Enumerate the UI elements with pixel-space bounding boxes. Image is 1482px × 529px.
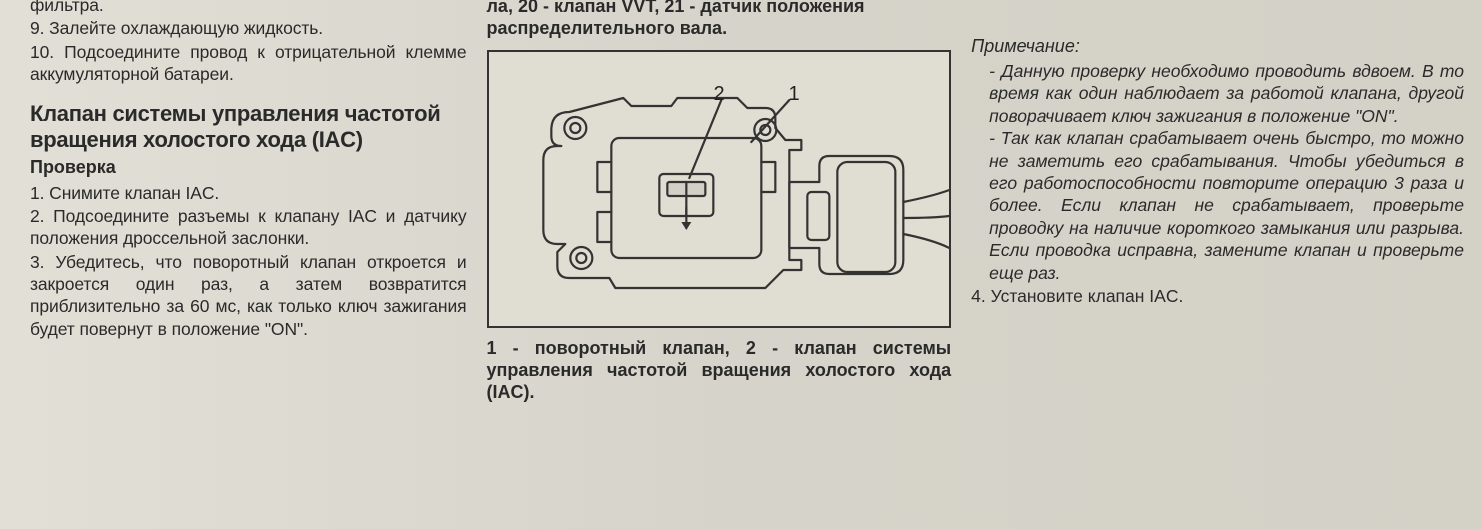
step-10: 10. Подсоедините провод к отрицательной … [30, 41, 467, 86]
check-step-2: 2. Подсоедините разъемы к клапану IAC и … [30, 205, 467, 250]
step-9: 9. Залейте охлаждающую жидкость. [30, 17, 467, 39]
check-step-3: 3. Убедитесь, что поворотный клапан откр… [30, 251, 467, 341]
heading-iac: Клапан системы управления частотой враще… [30, 101, 467, 153]
subheading-check: Проверка [30, 156, 467, 179]
column-left: фильтра. 9. Залейте охлаждающую жидкость… [30, 0, 467, 519]
callout-2: 2 [714, 82, 725, 108]
check-step-1: 1. Снимите клапан IAC. [30, 182, 467, 204]
check-step-4: 4. Установите клапан IAC. [971, 285, 1464, 307]
page: фильтра. 9. Залейте охлаждающую жидкость… [0, 0, 1482, 529]
caption-top-fragment: ла, 20 - клапан VVT, 21 - датчик положен… [487, 0, 952, 40]
note-paragraph-2: - Так как клапан срабатывает очень быстр… [971, 127, 1464, 284]
note-title: Примечание: [971, 35, 1464, 58]
figure-caption: 1 - поворотный клапан, 2 - клапан систем… [487, 338, 952, 404]
column-right: Примечание: - Данную проверку необходимо… [971, 0, 1464, 519]
callout-1: 1 [789, 82, 800, 108]
figure-iac-valve: 2 1 [487, 50, 952, 328]
paragraph-cut: фильтра. [30, 0, 467, 16]
note-paragraph-1: - Данную проверку необходимо проводить в… [971, 60, 1464, 127]
column-middle: ла, 20 - клапан VVT, 21 - датчик положен… [487, 0, 952, 519]
